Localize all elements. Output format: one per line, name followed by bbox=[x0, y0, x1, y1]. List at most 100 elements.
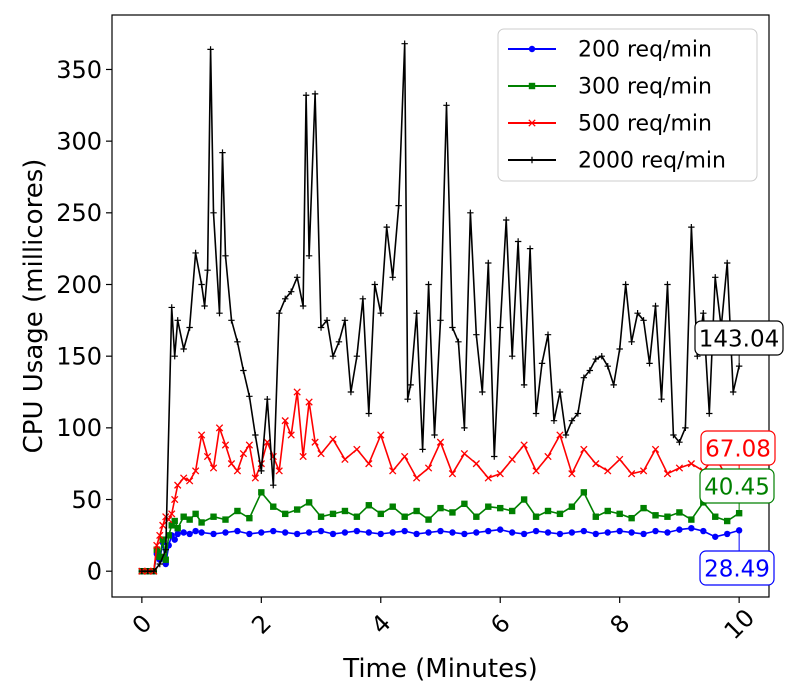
data-point bbox=[676, 509, 683, 516]
legend-swatch-marker bbox=[528, 45, 536, 53]
data-point bbox=[436, 438, 445, 446]
data-point bbox=[317, 449, 325, 458]
data-point bbox=[706, 410, 713, 417]
data-point bbox=[473, 331, 480, 338]
data-point bbox=[311, 438, 319, 446]
data-point bbox=[616, 527, 623, 535]
data-point bbox=[138, 567, 146, 575]
data-point bbox=[335, 338, 343, 346]
data-point bbox=[497, 504, 504, 512]
data-point bbox=[171, 517, 178, 525]
data-point bbox=[532, 527, 540, 535]
data-point bbox=[305, 398, 313, 406]
data-point bbox=[180, 474, 188, 482]
data-point bbox=[270, 503, 277, 510]
data-point bbox=[682, 424, 689, 432]
legend-box bbox=[497, 28, 758, 182]
data-point bbox=[162, 546, 169, 553]
data-point bbox=[246, 530, 253, 538]
data-point bbox=[389, 529, 396, 536]
data-point bbox=[664, 513, 671, 520]
data-point bbox=[389, 467, 397, 475]
x-tick-label: 4 bbox=[366, 609, 397, 640]
data-point bbox=[377, 309, 384, 317]
annotation-box bbox=[699, 550, 775, 586]
data-point bbox=[712, 274, 719, 281]
data-point bbox=[723, 530, 731, 538]
data-point bbox=[526, 245, 534, 252]
data-point bbox=[592, 530, 599, 538]
data-point bbox=[389, 274, 396, 281]
data-point bbox=[604, 507, 611, 515]
data-point bbox=[180, 513, 187, 520]
data-point bbox=[311, 90, 319, 98]
data-point bbox=[293, 274, 301, 281]
data-point bbox=[240, 367, 247, 374]
data-point bbox=[186, 324, 193, 331]
data-point bbox=[377, 431, 385, 439]
data-point bbox=[395, 202, 402, 209]
annotation-label: 28.49 bbox=[704, 556, 770, 582]
data-point bbox=[485, 259, 492, 267]
data-point bbox=[640, 530, 647, 538]
data-point bbox=[592, 460, 600, 468]
data-point bbox=[574, 410, 582, 417]
data-point bbox=[165, 532, 172, 539]
data-point bbox=[544, 452, 552, 461]
value-annotation: 40.45 bbox=[699, 468, 775, 514]
y-tick-label: 50 bbox=[71, 486, 102, 514]
data-point bbox=[210, 209, 217, 217]
y-tick-label: 0 bbox=[87, 558, 102, 586]
data-point bbox=[532, 467, 540, 475]
data-point bbox=[222, 516, 229, 523]
data-point bbox=[404, 395, 411, 403]
series-layer bbox=[138, 40, 743, 575]
data-point bbox=[664, 529, 671, 536]
data-point bbox=[485, 503, 492, 510]
x-tick-label: 0 bbox=[127, 609, 158, 640]
data-point bbox=[568, 417, 576, 424]
data-point bbox=[221, 441, 230, 449]
data-point bbox=[484, 474, 492, 482]
data-point bbox=[419, 446, 426, 453]
data-point bbox=[162, 556, 169, 563]
data-point bbox=[413, 530, 420, 538]
data-point bbox=[700, 527, 707, 535]
series-line bbox=[141, 527, 740, 573]
data-point bbox=[520, 496, 528, 503]
data-point bbox=[222, 529, 229, 536]
y-tick-label: 350 bbox=[56, 56, 102, 84]
data-point bbox=[185, 477, 194, 485]
data-point bbox=[222, 252, 229, 260]
data-point bbox=[413, 507, 420, 515]
data-point bbox=[353, 445, 361, 454]
data-point bbox=[282, 295, 289, 303]
data-point bbox=[204, 266, 211, 274]
data-point bbox=[150, 567, 158, 575]
data-point bbox=[663, 470, 672, 478]
value-annotation: 143.04 bbox=[694, 320, 784, 367]
data-point bbox=[365, 410, 373, 417]
data-point bbox=[293, 530, 301, 538]
data-point bbox=[329, 352, 337, 360]
data-point bbox=[639, 467, 648, 475]
data-point bbox=[401, 527, 408, 535]
data-point bbox=[353, 352, 361, 360]
data-point bbox=[329, 510, 337, 518]
data-point bbox=[251, 474, 260, 482]
legend-label: 200 req/min bbox=[578, 38, 712, 63]
data-point bbox=[234, 507, 241, 515]
data-point bbox=[201, 302, 208, 310]
y-tick-label: 300 bbox=[56, 128, 102, 156]
data-point bbox=[168, 522, 175, 529]
series-2 bbox=[138, 388, 743, 575]
data-point bbox=[401, 452, 409, 461]
plot-frame bbox=[111, 14, 770, 598]
data-point bbox=[472, 460, 480, 468]
data-point bbox=[544, 507, 552, 515]
data-point bbox=[628, 338, 635, 346]
data-point bbox=[431, 431, 438, 439]
data-point bbox=[723, 517, 731, 525]
data-point bbox=[377, 530, 384, 538]
data-point bbox=[412, 474, 421, 482]
